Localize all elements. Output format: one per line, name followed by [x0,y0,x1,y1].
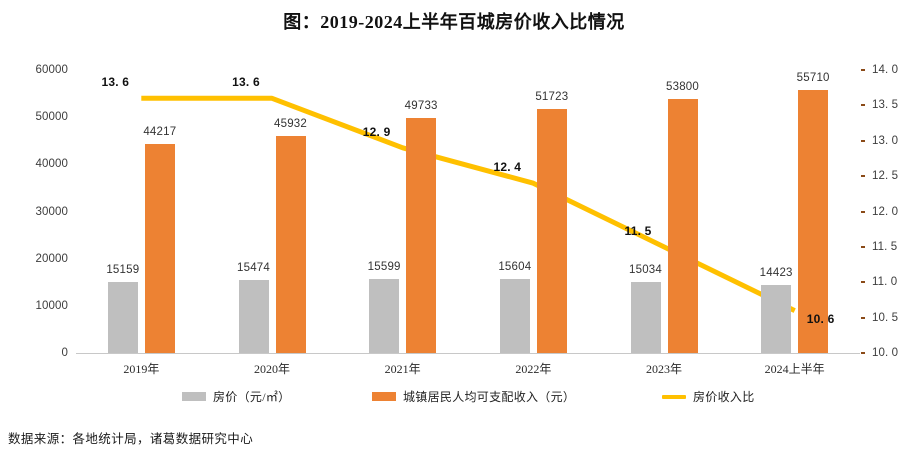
y-axis-left-tick: 60000 [35,64,68,76]
bar-房价 [761,284,792,353]
y-axis-right-tick: 12. 0 [872,205,899,218]
bar-label-城镇居民人均可支配收入: 51723 [535,91,569,104]
y-axis-right-tick: 13. 5 [872,99,899,112]
line-label-房价收入比: 13. 6 [101,75,130,90]
bar-label-房价: 15159 [106,263,140,276]
y-axis-right-tick-mark [861,245,865,248]
legend-item[interactable]: 房价（元/㎡） [182,388,290,405]
y-axis-left-tick: 40000 [35,158,68,171]
legend-bar-swatch-icon [372,392,396,401]
y-axis-right-tick: 12. 5 [872,170,899,183]
y-axis-right-tick: 10. 0 [872,347,899,359]
x-axis-baseline [76,353,860,354]
line-label-房价收入比: 13. 6 [232,75,260,90]
y-axis-left-tick: 10000 [35,299,68,312]
y-axis-right-tick: 14. 0 [872,64,899,76]
bar-label-城镇居民人均可支配收入: 44217 [143,126,177,139]
source-note: 数据来源：各地统计局，诸葛数据研究中心 [8,432,254,446]
bar-label-城镇居民人均可支配收入: 49733 [404,100,438,113]
y-axis-right-tick: 10. 5 [872,311,899,324]
y-axis-right-tick: 13. 0 [872,134,899,147]
y-axis-left-tick: 30000 [35,205,68,218]
y-axis-right-tick-mark [861,175,865,178]
y-axis-right-tick-mark [861,69,865,71]
plot-area: 15159 44217 15474 45932 15599 49733 15604 51723… [76,70,860,353]
y-axis-right-tick: 11. 5 [872,240,898,253]
legend-line-swatch-icon [662,394,686,399]
x-axis-tick-label: 2024上半年 [764,362,825,376]
line-series-房价收入比 [141,95,796,313]
chart-legend: 房价（元/㎡） 城镇居民人均可支配收入（元） 房价收入比 [0,388,908,410]
y-axis-right-tick: 11. 0 [872,276,898,289]
legend-bar-swatch-icon [182,392,206,401]
y-axis-left-tick: 0 [61,347,68,359]
bar-label-房价: 15599 [367,261,401,274]
bar-label-房价: 15474 [237,262,270,274]
line-label-房价收入比: 11. 5 [624,223,652,238]
bar-城镇居民人均可支配收入 [275,136,306,353]
bar-城镇居民人均可支配收入 [144,144,175,353]
x-axis-tick-label: 2022年 [515,362,552,376]
y-axis-right-tick-mark [861,139,865,142]
bar-label-城镇居民人均可支配收入: 55710 [796,72,830,85]
legend-label: 房价收入比 [693,390,755,404]
bar-房价 [369,279,400,353]
bar-label-房价: 15604 [498,261,532,274]
x-axis-tick-label: 2020年 [253,362,291,376]
y-axis-right-tick-mark [861,352,865,354]
y-axis-right-tick-mark [861,104,865,107]
legend-label: 房价（元/㎡） [213,390,291,404]
line-label-房价收入比: 10. 6 [806,311,835,326]
legend-item[interactable]: 房价收入比 [662,388,755,405]
bar-房价 [238,280,269,353]
y-axis-right-tick-mark [861,210,865,213]
bar-label-城镇居民人均可支配收入: 45932 [274,118,307,131]
bar-城镇居民人均可支配收入 [667,99,698,353]
bar-房价 [499,279,530,353]
legend-item[interactable]: 城镇居民人均可支配收入（元） [372,388,575,405]
legend-label: 城镇居民人均可支配收入（元） [403,390,576,404]
bar-房价 [107,281,138,353]
bar-label-城镇居民人均可支配收入: 53800 [666,81,699,94]
x-axis-tick-label: 2021年 [384,362,421,376]
line-label-房价收入比: 12. 4 [493,160,522,175]
y-axis-left-tick: 20000 [35,252,68,265]
y-axis-left-tick: 50000 [35,111,68,124]
chart-title: 图：2019-2024上半年百城房价收入比情况 [283,12,625,32]
bar-城镇居民人均可支配收入 [406,118,437,353]
bar-label-房价: 15034 [629,264,662,277]
bar-房价 [630,282,661,353]
y-axis-right-tick-mark [861,281,865,284]
y-axis-right-tick-mark [861,316,865,319]
bar-城镇居民人均可支配收入 [798,90,829,353]
bar-label-房价: 14423 [759,266,793,279]
bar-城镇居民人均可支配收入 [536,109,567,353]
x-axis-tick-label: 2023年 [645,362,683,376]
line-label-房价收入比: 12. 9 [362,124,391,139]
x-axis-tick-label: 2019年 [123,362,160,376]
